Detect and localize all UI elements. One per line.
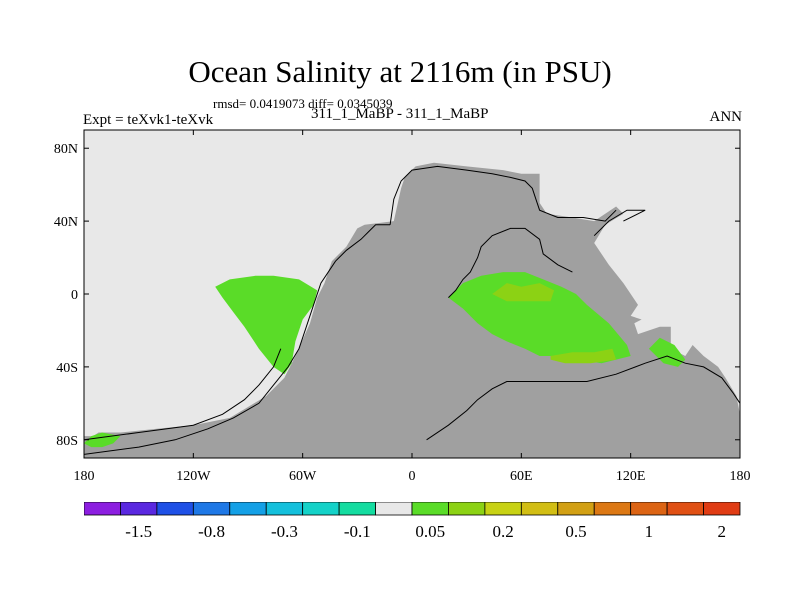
colorbar-swatch bbox=[520, 502, 559, 516]
colorbar-swatch bbox=[448, 502, 486, 516]
colorbar-swatch bbox=[338, 502, 376, 516]
x-tick-label: 60E bbox=[510, 469, 533, 484]
colorbar-swatch bbox=[375, 502, 413, 516]
larger-anomaly-region bbox=[550, 348, 617, 364]
colorbar-swatch bbox=[557, 502, 595, 516]
colorbar-swatch bbox=[192, 502, 231, 516]
colorbar-label: 2 bbox=[718, 522, 727, 541]
colorbar-swatch bbox=[302, 502, 340, 516]
plot-title: Ocean Salinity at 2116m (in PSU) bbox=[188, 54, 612, 89]
case-label: 311_1_MaBP - 311_1_MaBP bbox=[311, 106, 489, 122]
positive-anomaly-region bbox=[215, 275, 318, 375]
colorbar-swatch bbox=[666, 502, 704, 516]
y-tick-label: 80S bbox=[56, 434, 78, 449]
colorbar-swatch bbox=[84, 502, 121, 516]
coastline-contour bbox=[389, 165, 617, 225]
colorbar-label: -1.5 bbox=[125, 522, 152, 541]
colorbar-label: 0.5 bbox=[565, 522, 586, 541]
y-tick-label: 40S bbox=[56, 361, 78, 376]
colorbar-swatch bbox=[593, 502, 632, 516]
x-tick-label: 120E bbox=[616, 469, 646, 484]
coastline-contour bbox=[84, 224, 391, 455]
y-tick-label: 80N bbox=[54, 142, 78, 157]
coastline-contour bbox=[84, 348, 282, 441]
colorbar-label: -0.1 bbox=[344, 522, 371, 541]
colorbar-swatch bbox=[484, 502, 522, 516]
colorbar-swatch bbox=[265, 502, 304, 516]
experiment-label: Expt = teXvk1-teXvk bbox=[83, 112, 214, 128]
x-tick-label: 0 bbox=[409, 469, 416, 484]
colorbar-label: -0.3 bbox=[271, 522, 298, 541]
land-mask bbox=[84, 162, 740, 458]
x-tick-label: 180 bbox=[730, 469, 751, 484]
colorbar-swatch bbox=[156, 502, 194, 516]
coastline-contour bbox=[426, 355, 740, 441]
colorbar-label: 0.2 bbox=[492, 522, 513, 541]
x-tick-label: 180 bbox=[74, 469, 95, 484]
x-tick-label: 60W bbox=[289, 469, 317, 484]
colorbar-label: 0.05 bbox=[415, 522, 445, 541]
y-tick-label: 0 bbox=[71, 288, 78, 303]
colorbar-swatch bbox=[703, 502, 741, 516]
coastline-contour bbox=[593, 209, 646, 237]
season-label: ANN bbox=[709, 109, 743, 125]
stats-label: rmsd= 0.0419073 diff= 0.0345039 bbox=[213, 96, 393, 111]
colorbar-label: -0.8 bbox=[198, 522, 225, 541]
colorbar: -1.5 -0.8 -0.3 -0.1 0.05 0.2 0.5 1 2 bbox=[84, 502, 741, 541]
colorbar-label: 1 bbox=[645, 522, 654, 541]
colorbar-swatch bbox=[411, 502, 449, 516]
colorbar-swatch bbox=[229, 502, 267, 516]
y-tick-label: 40N bbox=[54, 215, 78, 230]
x-tick-label: 120W bbox=[176, 469, 211, 484]
colorbar-swatch bbox=[120, 502, 158, 516]
colorbar-swatch bbox=[630, 502, 668, 516]
coastline-contour bbox=[448, 227, 573, 298]
larger-anomaly-region bbox=[492, 283, 555, 302]
